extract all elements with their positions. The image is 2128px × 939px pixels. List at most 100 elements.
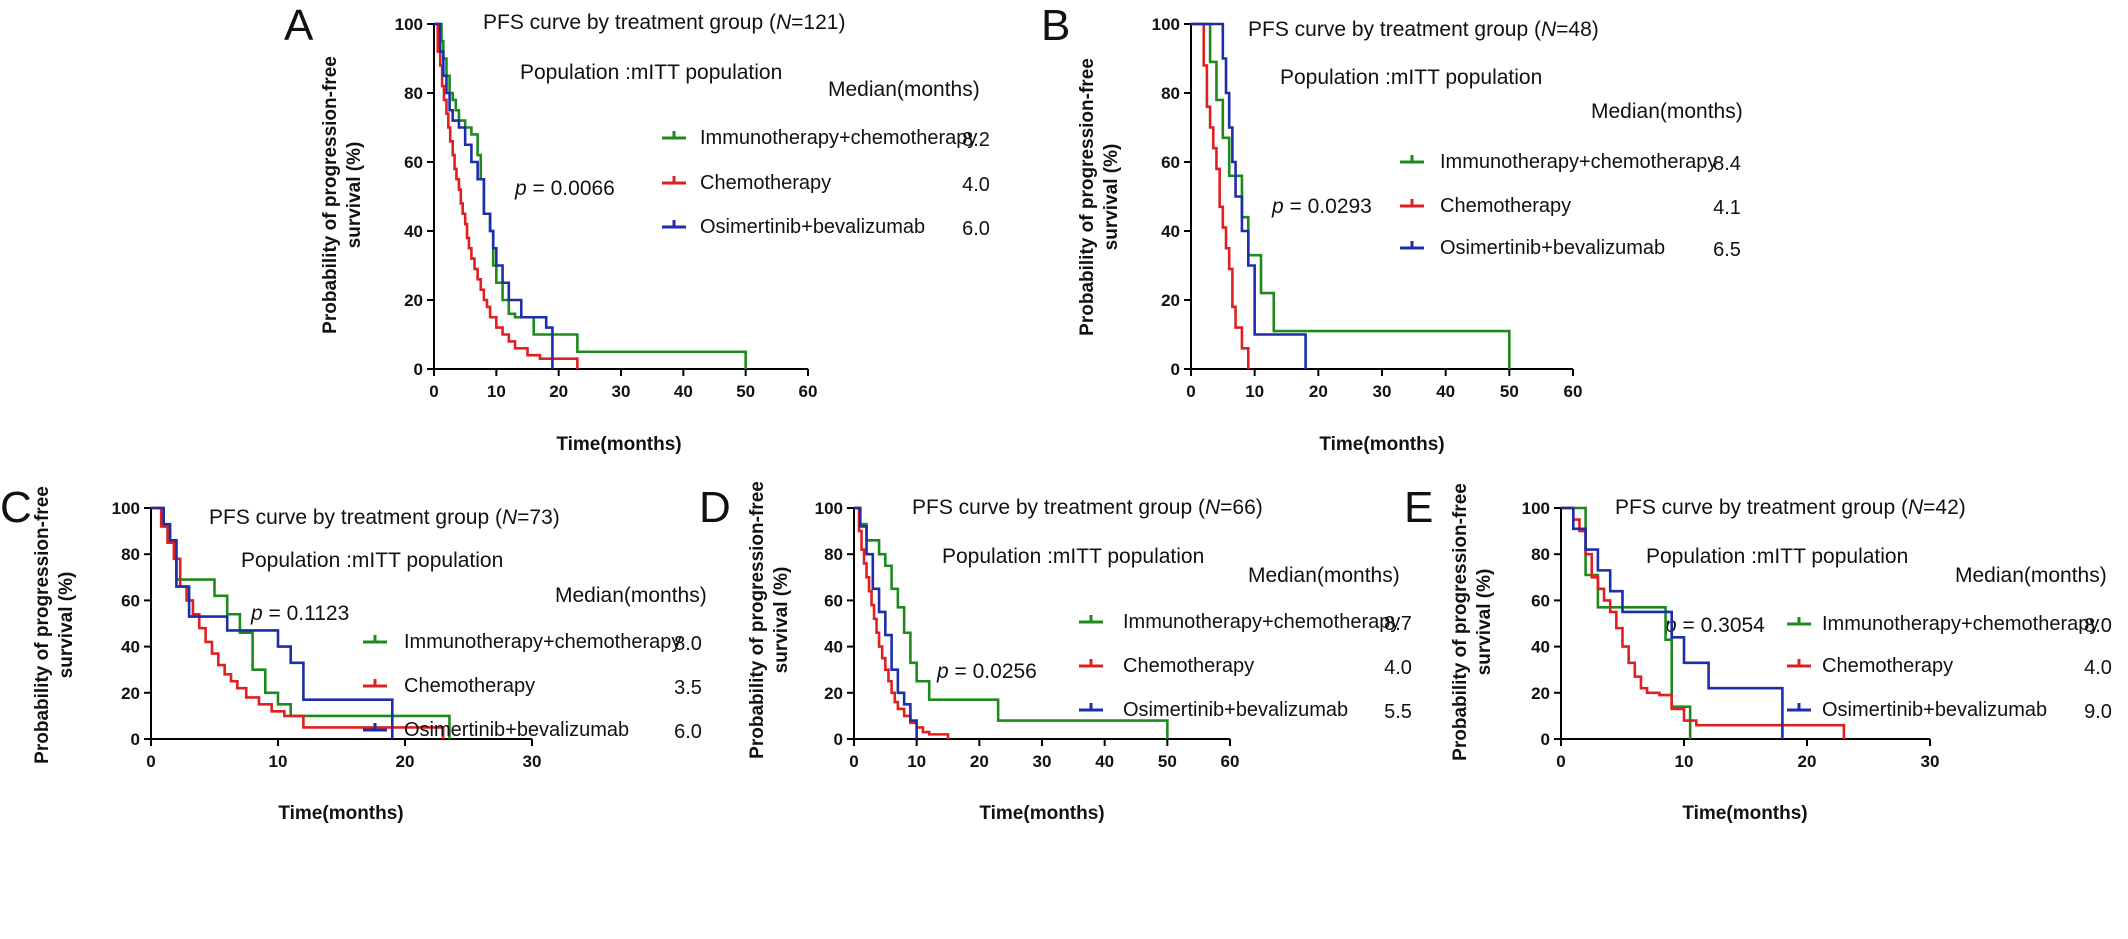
legend-label: Osimertinib+bevalizumab — [700, 216, 925, 238]
km-curve-chemo — [854, 506, 950, 739]
panel-letter: A — [284, 1, 314, 50]
y-tick-label: 0 — [131, 730, 140, 749]
x-tick-label: 50 — [1158, 752, 1177, 771]
x-tick-label: 20 — [1309, 382, 1328, 401]
x-tick-label: 0 — [429, 382, 438, 401]
chart-panel-b: B 0 20 40 60 80 100 0 10 20 30 40 50 60 Time(months) Pr… — [1041, 1, 1743, 455]
legend-label: Chemotherapy — [700, 172, 831, 194]
panel-letter: E — [1404, 483, 1433, 532]
median-value: 4.0 — [2084, 657, 2112, 679]
median-header: Median(months) — [1591, 100, 1743, 123]
median-value: 8.0 — [2084, 615, 2112, 637]
y-tick-label: 100 — [112, 499, 140, 518]
legend-label: Immunotherapy+chemotherapy — [1822, 613, 2099, 635]
y-tick-label: 0 — [1171, 360, 1180, 379]
x-tick-label: 30 — [1373, 382, 1392, 401]
x-tick-label: 0 — [1556, 752, 1565, 771]
median-value: 5.5 — [1384, 701, 1412, 723]
y-tick-label: 60 — [121, 591, 140, 610]
y-tick-label: 80 — [1161, 84, 1180, 103]
y-axis-label: Probability of progression-free survival … — [1450, 483, 1495, 761]
x-tick-label: 30 — [612, 382, 631, 401]
median-value: 8.2 — [962, 129, 990, 151]
y-tick-label: 0 — [834, 730, 843, 749]
km-curve-chemo — [1561, 506, 1846, 739]
x-tick-label: 0 — [146, 752, 155, 771]
population-label: Population :mITT population — [241, 549, 503, 572]
x-tick-label: 10 — [907, 752, 926, 771]
x-tick-label: 20 — [970, 752, 989, 771]
y-tick-label: 100 — [815, 499, 843, 518]
median-header: Median(months) — [555, 584, 707, 607]
y-tick-label: 100 — [1522, 499, 1550, 518]
y-tick-label: 40 — [1161, 222, 1180, 241]
km-curve-chemo — [1191, 22, 1250, 369]
p-value: p = 0.1123 — [250, 602, 349, 625]
p-value: p = 0.3054 — [1664, 614, 1765, 637]
p-value: p = 0.0066 — [514, 177, 615, 200]
panel-letter: C — [0, 483, 32, 532]
y-tick-label: 40 — [121, 638, 140, 657]
y-tick-label: 80 — [404, 84, 423, 103]
y-tick-label: 20 — [121, 684, 140, 703]
km-curve-immuno-chemo — [1191, 22, 1511, 369]
chart-panel-c: C 0 20 40 60 80 100 0 10 20 30 Time(months) Probabil… — [0, 483, 707, 824]
y-tick-label: 40 — [1531, 638, 1550, 657]
x-tick-label: 10 — [1245, 382, 1264, 401]
y-tick-label: 40 — [824, 638, 843, 657]
y-tick-label: 20 — [824, 684, 843, 703]
km-curve-osimertinib-bev — [1561, 506, 1784, 739]
x-axis-label: Time(months) — [278, 803, 403, 824]
km-curve-osimertinib-bev — [854, 506, 918, 739]
x-tick-label: 10 — [487, 382, 506, 401]
x-tick-label: 20 — [549, 382, 568, 401]
y-tick-label: 80 — [824, 545, 843, 564]
y-tick-label: 0 — [414, 360, 423, 379]
x-tick-label: 30 — [1033, 752, 1052, 771]
y-tick-label: 80 — [121, 545, 140, 564]
legend-label: Osimertinib+bevalizumab — [1822, 699, 2047, 721]
legend-label: Chemotherapy — [1822, 655, 1953, 677]
legend-label: Chemotherapy — [404, 675, 535, 697]
x-axis-label: Time(months) — [1682, 803, 1807, 824]
chart-title: PFS curve by treatment group (N=66) — [912, 496, 1263, 519]
x-tick-label: 40 — [674, 382, 693, 401]
x-tick-label: 50 — [1500, 382, 1519, 401]
median-value: 4.0 — [962, 174, 990, 196]
median-header: Median(months) — [1248, 564, 1400, 587]
y-axis-label: Probability of progression-free survival … — [320, 56, 365, 334]
y-axis-label: Probability of progression-free survival … — [1077, 58, 1122, 336]
legend-label: Immunotherapy+chemotherapy — [700, 127, 977, 149]
x-tick-label: 20 — [396, 752, 415, 771]
chart-title: PFS curve by treatment group (N=48) — [1248, 18, 1599, 41]
y-tick-label: 80 — [1531, 545, 1550, 564]
chart-title: PFS curve by treatment group (N=73) — [209, 506, 560, 529]
p-value: p = 0.0293 — [1271, 195, 1372, 218]
chart-title: PFS curve by treatment group (N=121) — [483, 11, 845, 34]
x-axis-label: Time(months) — [1319, 434, 1444, 455]
median-value: 9.0 — [2084, 701, 2112, 723]
median-value: 4.1 — [1713, 197, 1741, 219]
p-value: p = 0.0256 — [936, 660, 1037, 683]
median-value: 6.5 — [1713, 239, 1741, 261]
x-tick-label: 30 — [1921, 752, 1940, 771]
chart-panel-e: E 0 20 40 60 80 100 0 10 20 30 Time(months) Probabil… — [1404, 483, 2112, 824]
legend-label: Osimertinib+bevalizumab — [404, 719, 629, 741]
y-axis-label: Probability of progression-free survival … — [32, 486, 77, 764]
population-label: Population :mITT population — [942, 545, 1204, 568]
median-value: 6.0 — [962, 218, 990, 240]
x-tick-label: 10 — [1675, 752, 1694, 771]
legend-label: Chemotherapy — [1440, 195, 1571, 217]
x-tick-label: 40 — [1095, 752, 1114, 771]
y-tick-label: 60 — [1531, 591, 1550, 610]
median-value: 3.5 — [674, 677, 702, 699]
x-axis-label: Time(months) — [979, 803, 1104, 824]
population-label: Population :mITT population — [1280, 66, 1542, 89]
km-curve-osimertinib-bev — [1191, 22, 1307, 369]
x-tick-label: 0 — [1186, 382, 1195, 401]
km-curve-immuno-chemo — [854, 506, 1169, 739]
population-label: Population :mITT population — [520, 61, 782, 84]
y-tick-label: 100 — [395, 15, 423, 34]
km-curve-osimertinib-bev — [434, 22, 554, 369]
